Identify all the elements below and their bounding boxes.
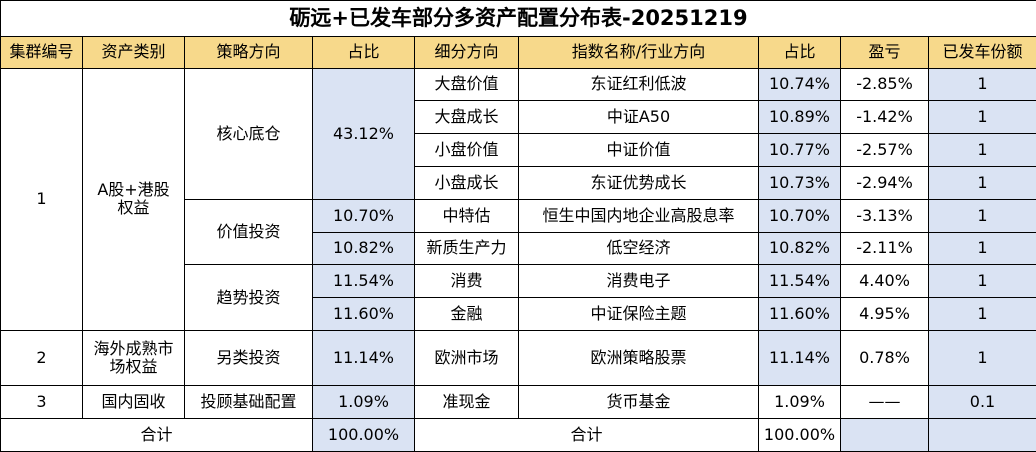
cluster-id: 3 xyxy=(0,385,83,420)
header-index-name: 指数名称/行业方向 xyxy=(518,35,759,69)
table-row: 大盘成长 中证A50 10.89% -1.42% 1 xyxy=(1,100,1036,135)
cluster-id: 1 xyxy=(0,67,83,332)
strategy-name: 核心底仓 xyxy=(184,67,313,200)
units: 1 xyxy=(928,198,1036,233)
strategy-share: 11.60% xyxy=(312,297,415,332)
total-units-empty xyxy=(928,418,1036,452)
table-row: 3 国内固收 投顾基础配置 1.09% 准现金 货币基金 1.09% —— 0.… xyxy=(0,385,1036,420)
share: 10.82% xyxy=(758,231,841,266)
index-name: 货币基金 xyxy=(518,385,759,420)
units: 1 xyxy=(928,330,1036,387)
table-row: 价值投资 10.70% 中特估 恒生中国内地企业高股息率 10.70% -3.1… xyxy=(1,198,1036,266)
strategy-share: 1.09% xyxy=(312,385,415,420)
header-sub-direction: 细分方向 xyxy=(414,35,519,69)
pnl: —— xyxy=(840,385,929,420)
sub-direction: 小盘价值 xyxy=(414,133,519,168)
strategy-name: 投顾基础配置 xyxy=(184,385,313,420)
sub-direction: 小盘成长 xyxy=(414,166,519,200)
header-cluster-id: 集群编号 xyxy=(0,35,83,69)
total-label-2: 合计 xyxy=(414,418,759,452)
total-share: 100.00% xyxy=(758,418,841,452)
index-name: 消费电子 xyxy=(518,264,759,299)
share: 11.60% xyxy=(758,297,841,332)
total-row: 合计 100.00% 合计 100.00% xyxy=(0,418,1036,452)
index-name: 中证A50 xyxy=(518,100,759,135)
units: 1 xyxy=(928,166,1036,200)
header-strategy: 策略方向 xyxy=(184,35,313,69)
index-name: 恒生中国内地企业高股息率 xyxy=(518,198,759,233)
strategy-name: 趋势投资 xyxy=(184,264,313,332)
share: 11.14% xyxy=(758,330,841,387)
index-name: 欧洲策略股票 xyxy=(518,330,759,387)
pnl: -2.94% xyxy=(840,166,929,200)
header-pnl: 盈亏 xyxy=(840,35,929,69)
sub-direction: 消费 xyxy=(414,264,519,299)
table-row: 1 A股+港股权益 核心底仓 43.12% 大盘价值 东证红利低波 10.74%… xyxy=(0,67,1036,332)
share: 10.70% xyxy=(758,198,841,233)
asset-class: 国内固收 xyxy=(82,385,185,420)
cluster-id: 2 xyxy=(0,330,83,387)
table-row: 2 海外成熟市场权益 另类投资 11.14% 欧洲市场 欧洲策略股票 11.14… xyxy=(0,330,1036,387)
pnl: -2.57% xyxy=(840,133,929,168)
pnl: -3.13% xyxy=(840,198,929,233)
strategy-share: 10.82% xyxy=(312,231,415,266)
total-pnl-empty xyxy=(840,418,929,452)
strategy-share: 43.12% xyxy=(312,67,415,200)
sub-direction: 大盘价值 xyxy=(414,67,519,102)
asset-class: 海外成熟市场权益 xyxy=(82,330,185,387)
table-row: 小盘成长 东证优势成长 10.73% -2.94% 1 xyxy=(1,166,1036,200)
units: 1 xyxy=(928,133,1036,168)
pnl: -2.11% xyxy=(840,231,929,266)
header-units: 已发车份额 xyxy=(928,35,1036,69)
share: 10.89% xyxy=(758,100,841,135)
units: 1 xyxy=(928,297,1036,332)
units: 1 xyxy=(928,100,1036,135)
sub-direction: 准现金 xyxy=(414,385,519,420)
total-strategy-share: 100.00% xyxy=(312,418,415,452)
sub-direction: 新质生产力 xyxy=(414,231,519,266)
table-row: 小盘价值 中证价值 10.77% -2.57% 1 xyxy=(1,133,1036,168)
index-name: 中证价值 xyxy=(518,133,759,168)
index-name: 东证优势成长 xyxy=(518,166,759,200)
strategy-name: 另类投资 xyxy=(184,330,313,387)
strategy-name: 价值投资 xyxy=(184,198,313,266)
pnl: 4.95% xyxy=(840,297,929,332)
asset-class: A股+港股权益 xyxy=(82,67,185,332)
units: 1 xyxy=(928,67,1036,102)
share: 1.09% xyxy=(758,385,841,420)
index-name: 东证红利低波 xyxy=(518,67,759,102)
strategy-share: 10.70% xyxy=(312,198,415,233)
units: 1 xyxy=(928,264,1036,299)
index-name: 中证保险主题 xyxy=(518,297,759,332)
strategy-share: 11.14% xyxy=(312,330,415,387)
sub-direction: 大盘成长 xyxy=(414,100,519,135)
strategy-share: 11.54% xyxy=(312,264,415,299)
sub-direction: 欧洲市场 xyxy=(414,330,519,387)
units: 0.1 xyxy=(928,385,1036,420)
share: 11.54% xyxy=(758,264,841,299)
units: 1 xyxy=(928,231,1036,266)
share: 10.73% xyxy=(758,166,841,200)
pnl: 0.78% xyxy=(840,330,929,387)
pnl: 4.40% xyxy=(840,264,929,299)
pnl: -2.85% xyxy=(840,67,929,102)
pnl: -1.42% xyxy=(840,100,929,135)
sub-direction: 中特估 xyxy=(414,198,519,233)
table-title: 砺远+已发车部分多资产配置分布表-20251219 xyxy=(0,0,1036,37)
table-row: 10.82% 新质生产力 低空经济 10.82% -2.11% 1 xyxy=(1,231,1036,266)
header-share: 占比 xyxy=(758,35,841,69)
share: 10.77% xyxy=(758,133,841,168)
index-name: 低空经济 xyxy=(518,231,759,266)
sub-direction: 金融 xyxy=(414,297,519,332)
total-label: 合计 xyxy=(0,418,313,452)
share: 10.74% xyxy=(758,67,841,102)
table-row: 11.60% 金融 中证保险主题 11.60% 4.95% 1 xyxy=(1,297,1036,332)
header-asset-class: 资产类别 xyxy=(82,35,185,69)
header-strategy-share: 占比 xyxy=(312,35,415,69)
